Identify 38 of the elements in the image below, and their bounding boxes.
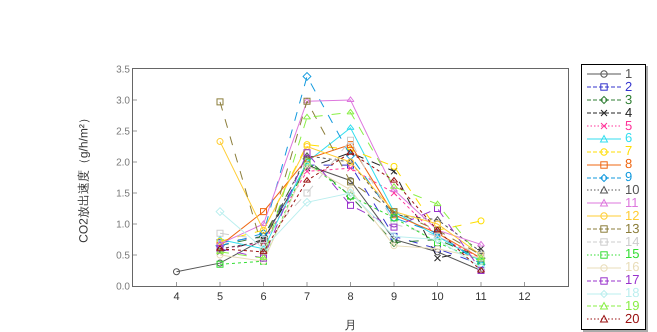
x-tick-label: 10 bbox=[431, 291, 444, 304]
legend-label: 13 bbox=[625, 220, 640, 236]
x-tick-label: 5 bbox=[216, 291, 224, 304]
y-axis-title: CO2放出速度（g/h/m²） bbox=[76, 112, 90, 243]
y-tick-label: 2.5 bbox=[116, 126, 130, 138]
legend-label: 8 bbox=[625, 156, 632, 172]
legend-label: 19 bbox=[625, 298, 640, 314]
legend-label: 5 bbox=[625, 118, 632, 133]
x-tick-label: 4 bbox=[173, 291, 180, 304]
legend-label: 7 bbox=[625, 143, 632, 158]
legend-label: 1 bbox=[625, 66, 632, 81]
legend-label: 15 bbox=[625, 246, 640, 262]
x-tick-label: 11 bbox=[475, 291, 487, 304]
x-axis-title: 月 bbox=[344, 318, 356, 332]
y-tick-label: 0.5 bbox=[116, 250, 130, 262]
legend-label: 3 bbox=[625, 92, 632, 107]
legend-label: 11 bbox=[625, 194, 638, 210]
x-tick-label: 6 bbox=[260, 291, 267, 304]
y-tick-label: 0.0 bbox=[116, 282, 130, 292]
legend-label: 17 bbox=[625, 272, 640, 288]
legend-label: 12 bbox=[625, 208, 640, 223]
legend-label: 6 bbox=[625, 130, 632, 146]
legend-label: 20 bbox=[625, 310, 640, 326]
legend-label: 16 bbox=[625, 259, 640, 274]
y-tick-label: 3.0 bbox=[116, 96, 130, 106]
legend-label: 10 bbox=[625, 182, 640, 198]
legend-label: 9 bbox=[625, 169, 632, 184]
y-tick-label: 1.5 bbox=[116, 188, 130, 200]
legend-label: 4 bbox=[625, 104, 632, 120]
x-tick-label: 12 bbox=[518, 291, 531, 304]
x-tick-label: 7 bbox=[304, 291, 310, 304]
x-tick-label: 9 bbox=[390, 291, 398, 304]
legend-label: 2 bbox=[625, 78, 632, 94]
legend-label: 18 bbox=[625, 285, 640, 300]
y-tick-label: 3.5 bbox=[116, 64, 130, 76]
x-tick-label: 8 bbox=[347, 291, 354, 304]
y-tick-label: 2.0 bbox=[116, 158, 130, 168]
y-tick-label: 1.0 bbox=[116, 220, 130, 230]
